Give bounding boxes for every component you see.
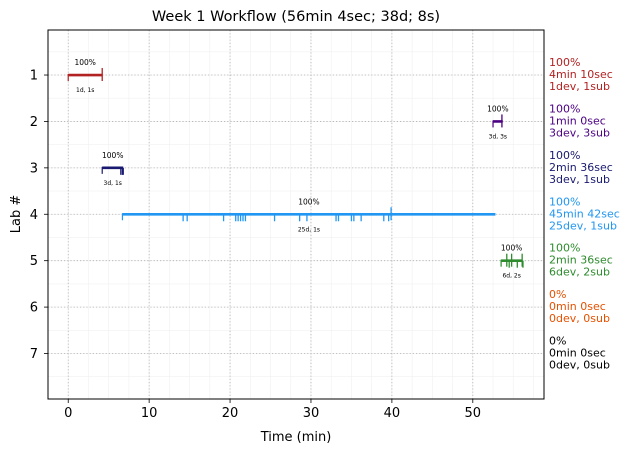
x-tick-label: 10 (141, 406, 158, 421)
lab-4-summary-line: 45min 42sec (549, 207, 620, 220)
lab-3-summary-line: 3dev, 1sub (549, 173, 610, 186)
lab-3-summary-line: 100% (549, 149, 580, 162)
lab-2-completion-label: 100% (487, 104, 508, 113)
lab-5-count-label: 6d, 2s (502, 273, 520, 280)
lab-6-summary-line: 0% (549, 288, 566, 301)
lab-5-summary-line: 6dev, 2sub (549, 266, 610, 279)
lab-7-summary-line: 0% (549, 335, 566, 348)
lab-2-summary-line: 3dev, 3sub (549, 126, 610, 139)
x-tick-label: 40 (384, 406, 401, 421)
axis-ticks: 0 10 20 30 40 50 1 2 3 4 5 6 7 (30, 69, 481, 421)
y-tick-label: 1 (30, 69, 38, 84)
lab-6-summary-line: 0dev, 0sub (549, 312, 610, 325)
lab-3-completion-label: 100% (102, 151, 123, 160)
lab-1-summary-line: 1dev, 1sub (549, 80, 610, 93)
y-tick-label: 3 (30, 161, 38, 176)
x-axis-label: Time (min) (260, 430, 332, 445)
plot-frame (47, 29, 545, 400)
lab-2-summary-line: 1min 0sec (549, 114, 606, 127)
y-tick-label: 4 (30, 208, 38, 223)
lab-7-summary-line: 0min 0sec (549, 347, 606, 360)
lab-1-count-label: 1d, 1s (76, 87, 94, 94)
lab-6-summary-line: 0min 0sec (549, 300, 606, 313)
lab-4-completion-label: 100% (298, 197, 319, 206)
chart-title: Week 1 Workflow (56min 4sec; 38d; 8s) (152, 9, 440, 25)
y-tick-label: 2 (30, 115, 38, 130)
y-tick-label: 7 (30, 347, 38, 362)
x-tick-label: 50 (465, 406, 482, 421)
lab-5-summary-line: 100% (549, 242, 580, 255)
y-axis-label: Lab # (9, 195, 24, 234)
lab-4-summary-line: 100% (549, 195, 580, 208)
y-tick-label: 5 (30, 254, 38, 269)
chart-marks: 100% 1d, 1s 100% 3d, 3s 100% 3d, 1s 100% 25d, 1… (67, 58, 524, 280)
y-tick-label: 6 (30, 301, 38, 316)
lab-7-summary-line: 0dev, 0sub (549, 359, 610, 372)
lab-3-summary-line: 2min 36sec (549, 161, 613, 174)
lab-2-count-label: 3d, 3s (489, 133, 507, 140)
x-tick-label: 20 (222, 406, 239, 421)
lab-4-summary-line: 25dev, 1sub (549, 219, 617, 232)
x-tick-label: 30 (303, 406, 320, 421)
lab-1-summary-line: 100% (549, 56, 580, 69)
x-tick-label: 0 (64, 406, 72, 421)
lab-2-summary-line: 100% (549, 102, 580, 115)
lab-3-count-label: 3d, 1s (104, 180, 122, 187)
lab-1-summary-line: 4min 10sec (549, 68, 613, 81)
lab-1-completion-label: 100% (74, 58, 95, 67)
lab-5-summary-line: 2min 36sec (549, 254, 613, 267)
lab-5-completion-label: 100% (501, 244, 522, 253)
lab-4-count-label: 25d, 1s (298, 226, 320, 233)
